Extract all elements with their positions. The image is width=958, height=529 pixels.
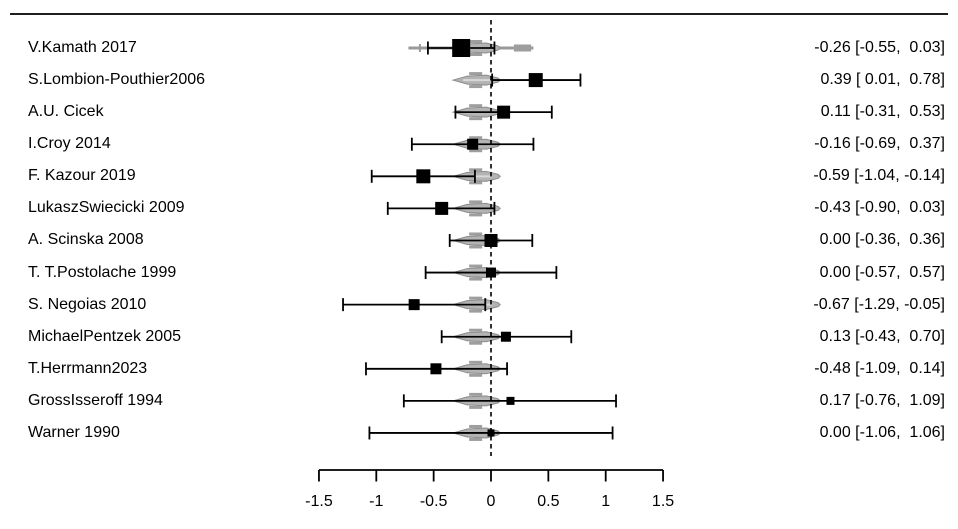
study-label: A.U. Cicek (28, 103, 104, 121)
x-axis-tick-label: 0.5 (537, 493, 560, 510)
effect-square (467, 138, 479, 150)
effect-square (497, 105, 511, 119)
effect-square (500, 331, 511, 342)
study-effect-value: 0.00 [-0.36, 0.36] (819, 231, 945, 249)
study-effect-value: 0.00 [-0.57, 0.57] (819, 263, 945, 281)
study-label: Warner 1990 (28, 423, 120, 441)
effect-square (484, 233, 498, 247)
study-label: GrossIsseroff 1994 (28, 391, 163, 409)
study-label: I.Croy 2014 (28, 135, 111, 153)
study-effect-value: -0.48 [-1.09, 0.14] (814, 359, 945, 377)
x-axis-tick-label: -1 (369, 493, 384, 510)
effect-square (408, 299, 420, 311)
x-axis-tick-label: 1 (601, 493, 611, 510)
effect-square (452, 39, 471, 57)
study-label: V.Kamath 2017 (28, 39, 137, 56)
study-effect-value: 0.39 [ 0.01, 0.78] (820, 71, 945, 89)
study-label: LukaszSwiecicki 2009 (28, 199, 185, 217)
study-label: F. Kazour 2019 (28, 167, 136, 185)
study-effect-value: 0.11 [-0.31, 0.53] (820, 103, 945, 121)
effect-square (430, 363, 442, 375)
effect-square (487, 429, 495, 437)
study-effect-value: 0.13 [-0.43, 0.70] (819, 327, 945, 345)
study-label: A. Scinska 2008 (28, 231, 144, 249)
x-axis-tick-label: 0 (486, 493, 496, 510)
study-label: T.Herrmann2023 (28, 359, 148, 377)
effect-square (528, 73, 543, 88)
study-label: T. T.Postolache 1999 (28, 263, 177, 281)
x-axis-tick-label: -1.5 (305, 493, 333, 510)
x-axis-tick-label: -0.5 (419, 493, 448, 510)
study-label: MichaelPentzek 2005 (28, 327, 181, 345)
study-effect-value: 0.00 [-1.06, 1.06] (819, 423, 945, 441)
study-label: S.Lombion-Pouthier2006 (28, 71, 206, 89)
study-effect-value: -0.43 [-0.90, 0.03] (814, 199, 945, 217)
study-label: S. Negoias 2010 (28, 295, 147, 313)
effect-square (486, 267, 496, 278)
study-effect-value: -0.26 [-0.55, 0.03] (814, 39, 945, 56)
study-effect-value: 0.17 [-0.76, 1.09] (819, 391, 945, 409)
effect-square (506, 396, 515, 405)
x-axis-tick-label: 1.5 (651, 493, 675, 510)
study-effect-value: -0.59 [-1.04, -0.14] (813, 167, 945, 185)
effect-square (416, 169, 431, 184)
study-effect-value: -0.16 [-0.69, 0.37] (814, 135, 945, 153)
effect-square (435, 201, 449, 215)
study-effect-value: -0.67 [-1.29, -0.05] (813, 295, 945, 313)
